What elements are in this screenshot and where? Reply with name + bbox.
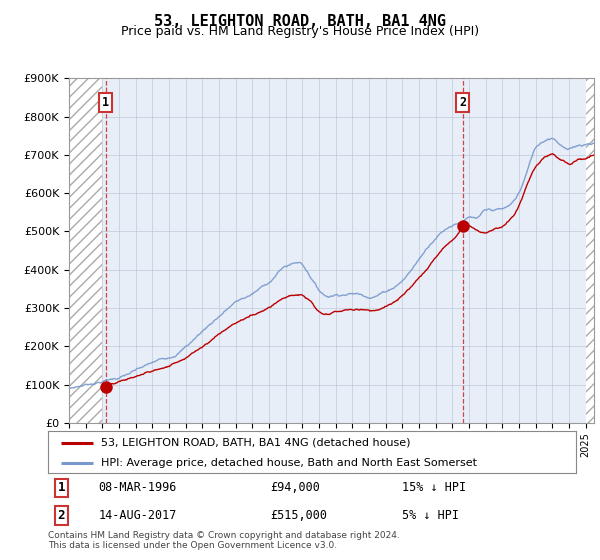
Text: HPI: Average price, detached house, Bath and North East Somerset: HPI: Average price, detached house, Bath… <box>101 458 477 468</box>
Text: 1: 1 <box>102 96 109 109</box>
Text: 2: 2 <box>459 96 466 109</box>
Text: £94,000: £94,000 <box>270 482 320 494</box>
Bar <box>586 78 594 423</box>
Text: 1: 1 <box>58 482 65 494</box>
Text: 14-AUG-2017: 14-AUG-2017 <box>98 509 176 522</box>
Text: 5% ↓ HPI: 5% ↓ HPI <box>402 509 459 522</box>
Text: 53, LEIGHTON ROAD, BATH, BA1 4NG (detached house): 53, LEIGHTON ROAD, BATH, BA1 4NG (detach… <box>101 438 410 448</box>
Bar <box>69 78 103 423</box>
Text: 15% ↓ HPI: 15% ↓ HPI <box>402 482 466 494</box>
Text: 08-MAR-1996: 08-MAR-1996 <box>98 482 176 494</box>
Text: £515,000: £515,000 <box>270 509 327 522</box>
Text: Price paid vs. HM Land Registry's House Price Index (HPI): Price paid vs. HM Land Registry's House … <box>121 25 479 38</box>
Text: 2: 2 <box>58 509 65 522</box>
Text: Contains HM Land Registry data © Crown copyright and database right 2024.
This d: Contains HM Land Registry data © Crown c… <box>48 531 400 550</box>
Text: 53, LEIGHTON ROAD, BATH, BA1 4NG: 53, LEIGHTON ROAD, BATH, BA1 4NG <box>154 14 446 29</box>
